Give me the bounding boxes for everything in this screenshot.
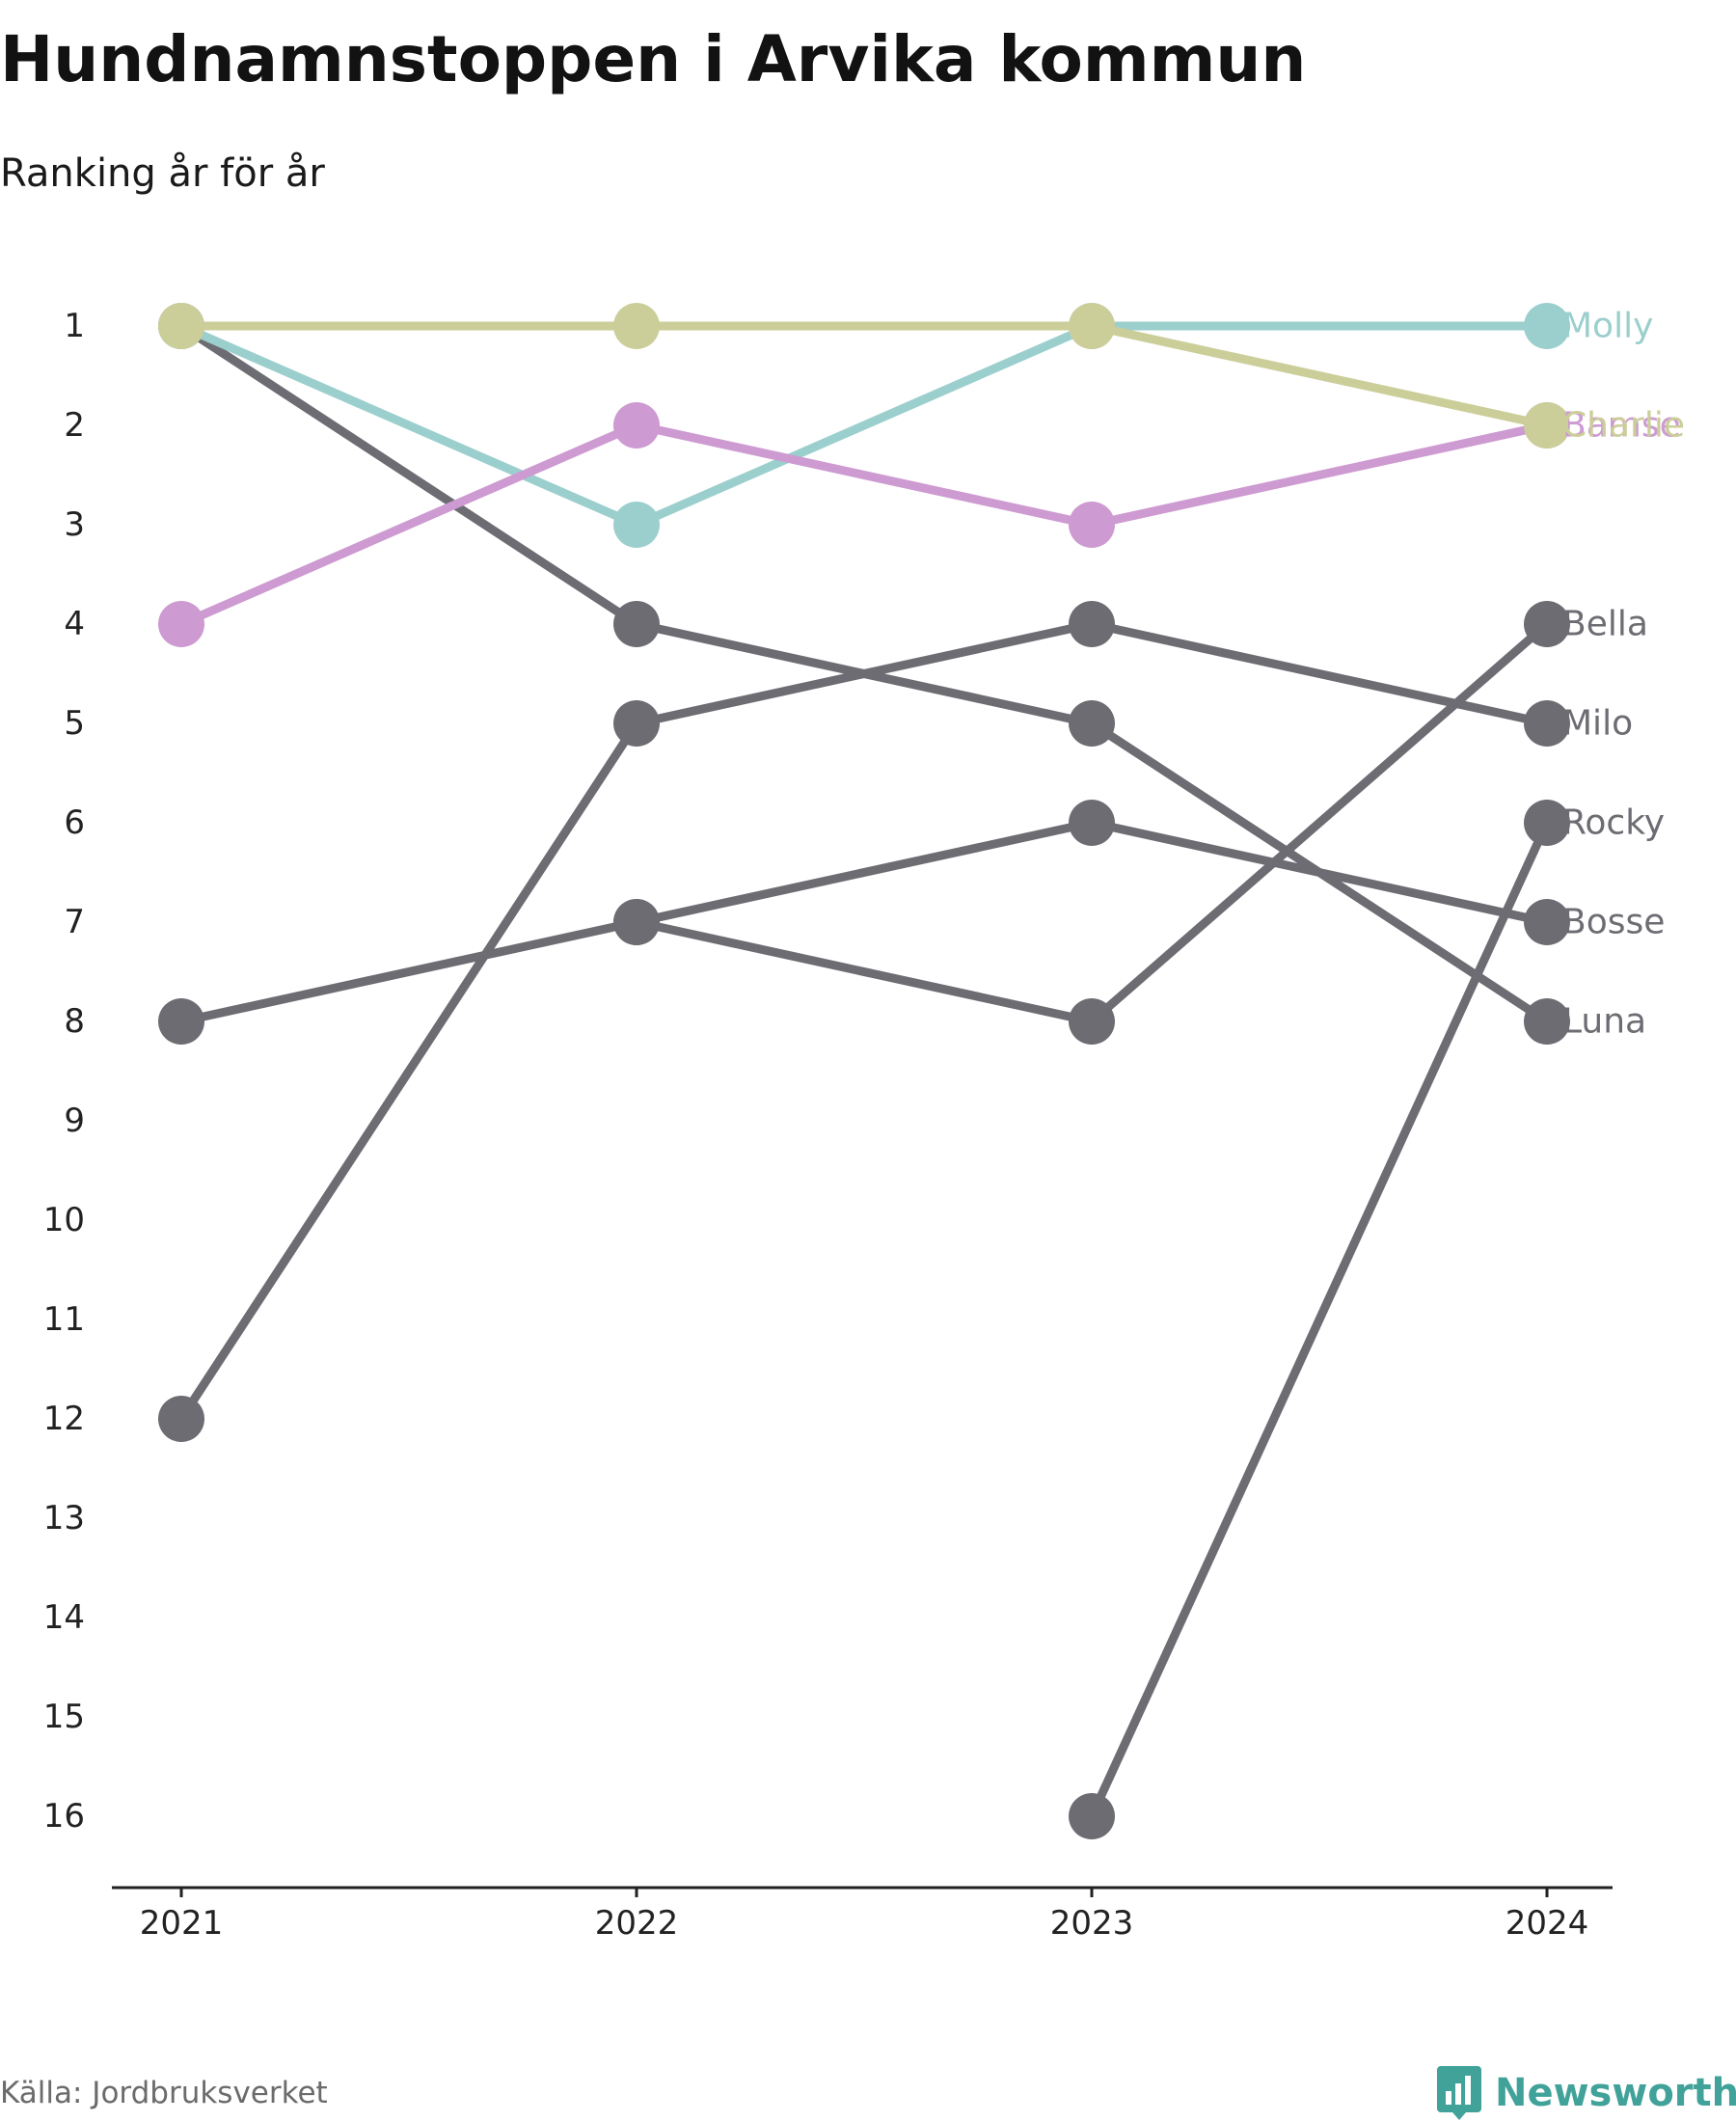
- y-tick-label-7: 7: [64, 903, 85, 941]
- point-charlie-2023: [1069, 303, 1115, 349]
- series-label-charlie: Charlie: [1562, 406, 1685, 446]
- y-tick-label-3: 3: [64, 505, 85, 544]
- x-tick-label-2022: 2022: [595, 1904, 679, 1943]
- y-tick-label-15: 15: [43, 1698, 85, 1736]
- series-line-milo: [176, 619, 1552, 1424]
- x-tick-label-2023: 2023: [1050, 1904, 1134, 1943]
- brand-name: Newsworthy: [1495, 2071, 1736, 2115]
- y-tick-label-11: 11: [43, 1300, 85, 1339]
- series-label-bosse: Bosse: [1562, 903, 1665, 942]
- point-bamse-2021: [158, 601, 204, 647]
- series-line-charlie: [176, 321, 1552, 430]
- point-bella-2023: [1069, 998, 1115, 1045]
- series-line-bosse: [176, 818, 1552, 1026]
- point-charlie-2022: [613, 303, 660, 349]
- series-label-molly: Molly: [1562, 307, 1653, 346]
- bar-chart-logo-icon: [1437, 2066, 1481, 2120]
- point-luna-2022: [613, 601, 660, 647]
- point-bosse-2022: [613, 899, 660, 945]
- point-bamse-2022: [613, 402, 660, 449]
- point-bella-2024: [1524, 601, 1570, 647]
- point-bosse-2023: [1069, 800, 1115, 846]
- y-tick-label-10: 10: [43, 1201, 85, 1239]
- y-tick-label-14: 14: [43, 1598, 85, 1637]
- series-label-milo: Milo: [1562, 704, 1633, 744]
- series-label-rocky: Rocky: [1562, 803, 1665, 843]
- y-tick-label-12: 12: [43, 1400, 85, 1438]
- y-tick-label-16: 16: [43, 1797, 85, 1836]
- point-milo-2021: [158, 1396, 204, 1442]
- y-tick-label-13: 13: [43, 1499, 85, 1537]
- series-line-rocky: [1087, 818, 1552, 1821]
- point-luna-2023: [1069, 700, 1115, 747]
- series-line-bamse: [176, 421, 1552, 629]
- series-lines: [176, 321, 1552, 1821]
- y-tick-label-9: 9: [64, 1102, 85, 1140]
- series-label-bella: Bella: [1562, 605, 1648, 644]
- point-bosse-2021: [158, 998, 204, 1045]
- series-points: [158, 303, 1570, 1839]
- newsworthy-logo: Newsworthy: [1437, 2066, 1736, 2120]
- point-milo-2023: [1069, 601, 1115, 647]
- point-molly-2022: [613, 502, 660, 548]
- point-bosse-2024: [1524, 899, 1570, 945]
- series-label-luna: Luna: [1562, 1002, 1646, 1042]
- point-bamse-2023: [1069, 502, 1115, 548]
- x-axis: 2021 2022 2023 2024: [112, 1886, 1613, 1943]
- point-molly-2024: [1524, 303, 1570, 349]
- series-line-molly: [176, 321, 1552, 530]
- chart-title: Hundnamnstoppen i Arvika kommun: [0, 22, 1307, 96]
- series-label-bamse: Bamse: [1562, 406, 1681, 446]
- point-milo-2024: [1524, 700, 1570, 747]
- point-charlie-2021: [158, 303, 204, 349]
- point-charlie-2024: [1524, 402, 1570, 449]
- y-tick-label-1: 1: [64, 307, 85, 345]
- y-tick-label-6: 6: [64, 803, 85, 842]
- point-luna-2024: [1524, 998, 1570, 1045]
- source-note: Källa: Jordbruksverket: [0, 2076, 328, 2110]
- y-tick-label-4: 4: [64, 605, 85, 643]
- point-milo-2022: [613, 700, 660, 747]
- y-tick-label-2: 2: [64, 406, 85, 445]
- point-rocky-2024: [1524, 800, 1570, 846]
- y-tick-label-8: 8: [64, 1002, 85, 1041]
- x-tick-label-2024: 2024: [1505, 1904, 1589, 1943]
- chart-subtitle: Ranking år för år: [0, 151, 325, 196]
- series-line-luna: [176, 321, 1552, 1026]
- point-rocky-2023: [1069, 1793, 1115, 1839]
- y-tick-label-5: 5: [64, 704, 85, 743]
- x-tick-label-2021: 2021: [140, 1904, 224, 1943]
